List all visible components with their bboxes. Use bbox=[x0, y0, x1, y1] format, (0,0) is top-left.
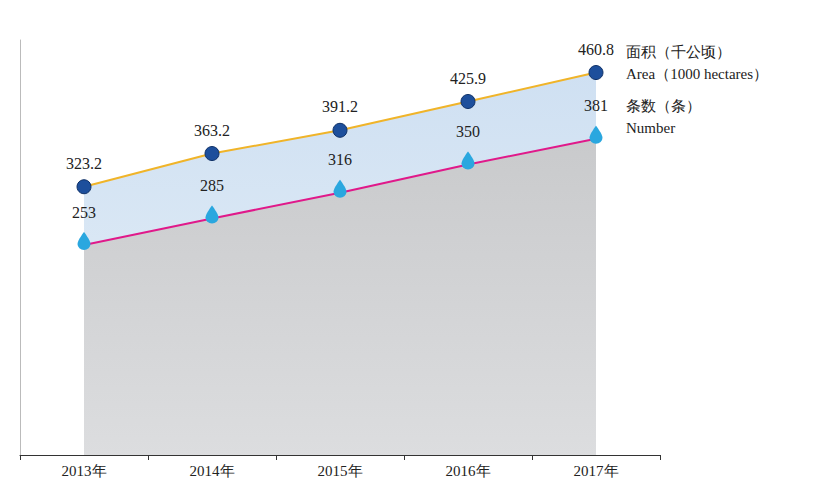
svg-text:条数（条）: 条数（条） bbox=[626, 98, 701, 114]
svg-text:2016年: 2016年 bbox=[446, 463, 491, 479]
svg-text:425.9: 425.9 bbox=[450, 70, 486, 87]
svg-text:381: 381 bbox=[584, 97, 608, 114]
svg-text:316: 316 bbox=[328, 151, 352, 168]
svg-text:363.2: 363.2 bbox=[194, 122, 230, 139]
svg-text:253: 253 bbox=[72, 204, 96, 221]
svg-text:Number: Number bbox=[626, 120, 675, 136]
svg-text:460.8: 460.8 bbox=[578, 41, 614, 58]
svg-text:323.2: 323.2 bbox=[66, 155, 102, 172]
svg-text:面积（千公顷）: 面积（千公顷） bbox=[626, 44, 731, 60]
svg-text:2013年: 2013年 bbox=[62, 463, 107, 479]
svg-text:2017年: 2017年 bbox=[574, 463, 619, 479]
svg-text:285: 285 bbox=[200, 177, 224, 194]
svg-text:Area（1000 hectares）: Area（1000 hectares） bbox=[626, 66, 768, 82]
svg-text:391.2: 391.2 bbox=[322, 98, 358, 115]
svg-text:2015年: 2015年 bbox=[318, 463, 363, 479]
svg-text:350: 350 bbox=[456, 123, 480, 140]
svg-text:2014年: 2014年 bbox=[190, 463, 235, 479]
